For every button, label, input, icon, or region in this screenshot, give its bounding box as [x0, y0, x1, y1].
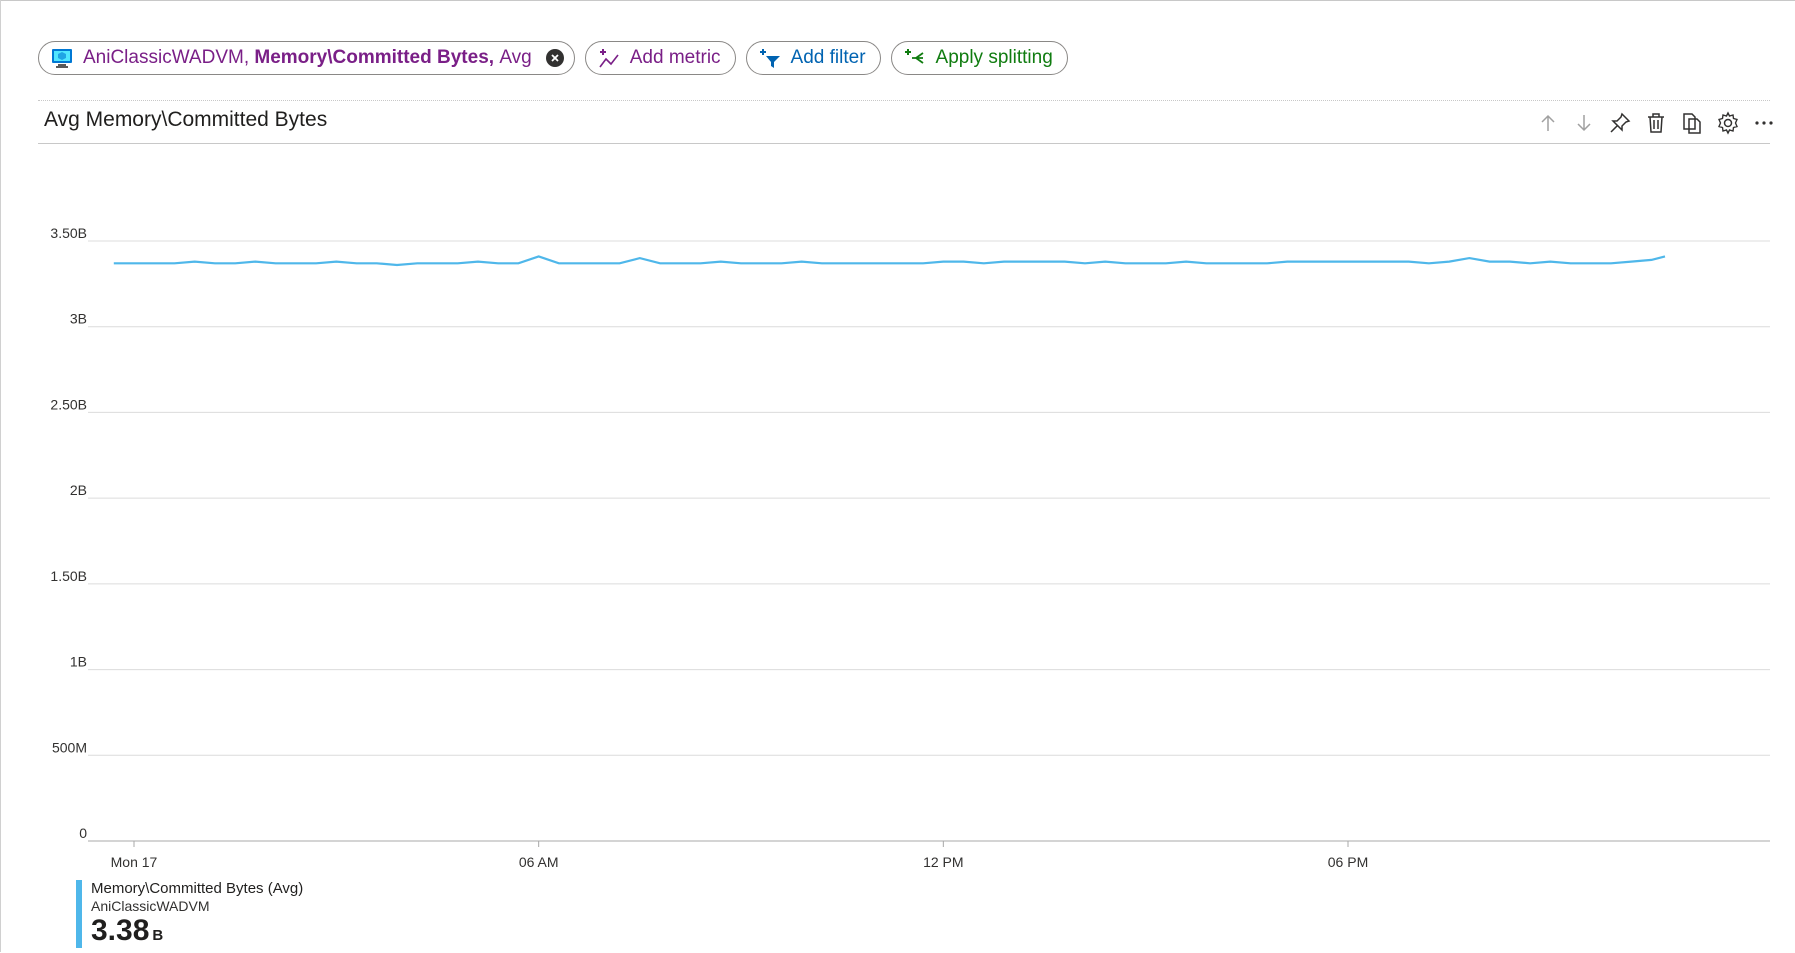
- add-filter-button[interactable]: Add filter: [745, 41, 881, 75]
- chart-title: Avg Memory\Committed Bytes: [44, 108, 328, 131]
- chart-gridlines: [88, 240, 1770, 842]
- add-metric-label: Add metric: [629, 47, 721, 68]
- remove-metric-icon[interactable]: [545, 49, 564, 67]
- add-metric-button[interactable]: Add metric: [584, 41, 736, 75]
- pin-icon[interactable]: [1607, 110, 1633, 136]
- y-tick-label: 2B: [70, 482, 87, 498]
- y-tick-label: 500M: [52, 739, 87, 755]
- metric-name: Memory\Committed Bytes,: [254, 47, 495, 68]
- y-tick-label: 1B: [70, 654, 87, 670]
- copy-icon[interactable]: [1679, 110, 1705, 136]
- apply-splitting-icon: [902, 45, 928, 71]
- line-chart: 0 500M 1B 1.50B 2B 2.50B 3B 3.50B Mon 17 06 AM 12…: [50, 225, 1770, 870]
- metric-aggregation: Avg: [499, 47, 532, 68]
- add-filter-label: Add filter: [790, 47, 866, 68]
- top-border: [0, 0, 1795, 1]
- add-metric-icon: [596, 45, 622, 71]
- series-line-committed-bytes[interactable]: [113, 255, 1666, 267]
- legend-resource: AniClassicWADVM: [91, 898, 210, 914]
- x-tick-label: 06 AM: [519, 854, 559, 870]
- left-border: [0, 0, 1, 952]
- add-filter-icon: [757, 45, 783, 71]
- x-tick-label: 06 PM: [1328, 854, 1368, 870]
- metrics-toolbar: AniClassicWADVM, Memory\Committed Bytes,…: [38, 41, 1068, 77]
- legend-unit: B: [152, 927, 164, 944]
- apply-splitting-button[interactable]: Apply splitting: [890, 41, 1068, 75]
- x-tick-label: Mon 17: [111, 854, 158, 870]
- metric-pill[interactable]: AniClassicWADVM, Memory\Committed Bytes,…: [38, 41, 575, 75]
- legend-value: 3.38: [91, 914, 150, 947]
- metric-resource: AniClassicWADVM,: [83, 47, 250, 68]
- x-axis-ticks: Mon 17 06 AM 12 PM 06 PM: [111, 841, 1368, 870]
- virtual-machine-icon: [49, 45, 75, 71]
- chart-actions: [1535, 110, 1777, 136]
- y-tick-label: 3.50B: [50, 225, 87, 241]
- y-tick-label: 0: [79, 825, 87, 841]
- title-divider: [38, 143, 1770, 144]
- settings-icon[interactable]: [1715, 110, 1741, 136]
- legend-metric: Memory\Committed Bytes (Avg): [91, 880, 304, 897]
- move-down-icon[interactable]: [1571, 110, 1597, 136]
- toolbar-divider: [38, 100, 1770, 101]
- chart-legend[interactable]: Memory\Committed Bytes (Avg) AniClassicW…: [76, 880, 303, 948]
- y-tick-label: 1.50B: [50, 568, 87, 584]
- y-axis-ticks: 0 500M 1B 1.50B 2B 2.50B 3B 3.50B: [50, 225, 87, 841]
- more-icon[interactable]: [1751, 110, 1777, 136]
- move-up-icon[interactable]: [1535, 110, 1561, 136]
- apply-splitting-label: Apply splitting: [935, 47, 1053, 68]
- delete-icon[interactable]: [1643, 110, 1669, 136]
- y-tick-label: 3B: [70, 311, 87, 327]
- x-tick-label: 12 PM: [923, 854, 963, 870]
- y-tick-label: 2.50B: [50, 396, 87, 412]
